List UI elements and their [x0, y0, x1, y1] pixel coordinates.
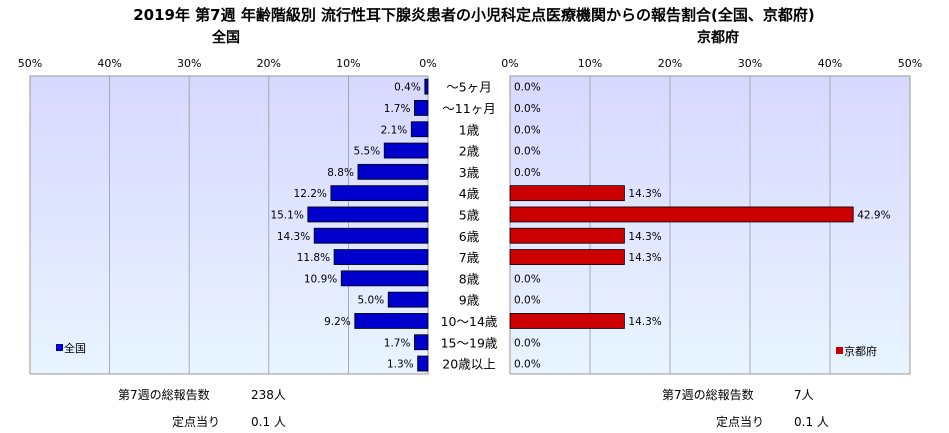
- bar-national: [313, 227, 429, 244]
- category-label: 20歳以上: [442, 357, 495, 372]
- category-label: ～5ヶ月: [446, 80, 491, 95]
- data-label-kyoto: 0.0%: [514, 359, 541, 371]
- panel-title-kyoto: 京都府: [697, 29, 739, 46]
- tick-label-kyoto: 20%: [658, 57, 682, 70]
- data-label-kyoto: 14.3%: [628, 188, 661, 200]
- tick-label-kyoto: 40%: [818, 57, 842, 70]
- category-label: 9歳: [459, 293, 480, 308]
- tick-label-national: 10%: [336, 57, 360, 70]
- tick-label-kyoto: 30%: [738, 57, 762, 70]
- bar-national: [330, 185, 429, 202]
- legend-national: 全国: [56, 341, 86, 355]
- data-label-national: 12.2%: [294, 188, 327, 200]
- footer-national-total-label: 第7週の総報告数: [118, 388, 210, 402]
- tick-label-national: 30%: [177, 57, 201, 70]
- bar-kyoto: [509, 227, 625, 244]
- footer-kyoto-total-value: 7人: [794, 388, 814, 402]
- data-label-kyoto: 0.0%: [514, 295, 541, 307]
- data-label-kyoto: 0.0%: [514, 337, 541, 349]
- tick-label-kyoto: 50%: [898, 57, 922, 70]
- data-label-national: 5.0%: [358, 295, 385, 307]
- legend-kyoto: 京都府: [836, 344, 877, 358]
- data-label-national: 11.8%: [297, 252, 330, 264]
- bar-national: [340, 270, 429, 287]
- bar-national: [414, 334, 429, 351]
- bar-national: [354, 313, 429, 329]
- tick-label-national: 50%: [18, 57, 42, 70]
- data-label-kyoto: 0.0%: [514, 82, 541, 94]
- bar-national: [414, 100, 429, 116]
- data-label-national: 9.2%: [324, 316, 351, 328]
- footer-kyoto-per-label: 定点当り: [716, 415, 765, 429]
- tick-label-national: 20%: [257, 57, 281, 70]
- tick-label-kyoto: 10%: [578, 57, 602, 70]
- category-label: 15～19歳: [441, 335, 498, 350]
- data-label-kyoto: 0.0%: [514, 146, 541, 158]
- data-label-national: 15.1%: [270, 209, 303, 221]
- data-label-national: 1.3%: [387, 359, 414, 371]
- data-label-national: 14.3%: [277, 231, 310, 243]
- data-label-national: 0.4%: [394, 82, 421, 94]
- category-label: 1歳: [459, 122, 480, 137]
- category-label: 5歳: [459, 207, 480, 222]
- footer-national-total-value: 238人: [251, 388, 286, 402]
- data-label-national: 10.9%: [304, 273, 337, 285]
- footer-kyoto-total-label: 第7週の総報告数: [662, 388, 754, 402]
- category-label: 10～14歳: [441, 314, 498, 329]
- data-label-kyoto: 0.0%: [514, 103, 541, 115]
- data-label-kyoto: 14.3%: [628, 231, 661, 243]
- bar-kyoto: [509, 185, 625, 202]
- data-label-kyoto: 14.3%: [628, 316, 661, 328]
- category-label: 8歳: [459, 271, 480, 286]
- tick-label-kyoto: 0%: [501, 57, 518, 70]
- data-label-national: 8.8%: [327, 167, 354, 179]
- category-label: 3歳: [459, 165, 480, 180]
- data-label-kyoto: 42.9%: [857, 209, 890, 221]
- legend-label-kyoto: 京都府: [844, 344, 877, 358]
- plot-area-kyoto: [509, 75, 911, 375]
- bar-national: [417, 355, 429, 372]
- bar-national: [383, 142, 429, 159]
- bar-national: [357, 163, 429, 180]
- bar-kyoto: [509, 313, 625, 329]
- bar-kyoto: [509, 206, 854, 223]
- data-label-national: 1.7%: [384, 337, 411, 349]
- bar-national: [333, 249, 429, 265]
- footer-national-per-label: 定点当り: [172, 415, 221, 429]
- plot-area-national: [29, 75, 429, 375]
- footer-national-per-value: 0.1 人: [251, 415, 286, 429]
- data-label-national: 1.7%: [384, 103, 411, 115]
- category-label: 4歳: [459, 186, 480, 201]
- data-label-national: 5.5%: [354, 146, 381, 158]
- bar-national: [424, 78, 429, 95]
- legend-swatch-kyoto: [836, 347, 843, 354]
- legend-label-national: 全国: [64, 341, 86, 355]
- data-label-kyoto: 0.0%: [514, 273, 541, 285]
- tick-label-national: 40%: [97, 57, 121, 70]
- data-label-kyoto: 0.0%: [514, 124, 541, 136]
- bar-national: [307, 206, 429, 223]
- panel-title-national: 全国: [211, 29, 240, 46]
- bar-kyoto: [509, 249, 625, 265]
- category-label: 6歳: [459, 229, 480, 244]
- footer-kyoto-per-value: 0.1 人: [794, 415, 829, 429]
- bar-national: [387, 291, 429, 308]
- category-label: 2歳: [459, 144, 480, 159]
- data-label-national: 2.1%: [381, 124, 408, 136]
- bar-national: [410, 121, 429, 138]
- tick-label-national: 0%: [419, 57, 436, 70]
- data-label-kyoto: 14.3%: [628, 252, 661, 264]
- legend-swatch-national: [56, 344, 63, 351]
- chart-title: 2019年 第7週 年齢階級別 流行性耳下腺炎患者の小児科定点医療機関からの報告…: [133, 6, 815, 24]
- category-label: ～11ヶ月: [442, 101, 495, 116]
- category-label: 7歳: [459, 250, 480, 265]
- data-label-kyoto: 0.0%: [514, 167, 541, 179]
